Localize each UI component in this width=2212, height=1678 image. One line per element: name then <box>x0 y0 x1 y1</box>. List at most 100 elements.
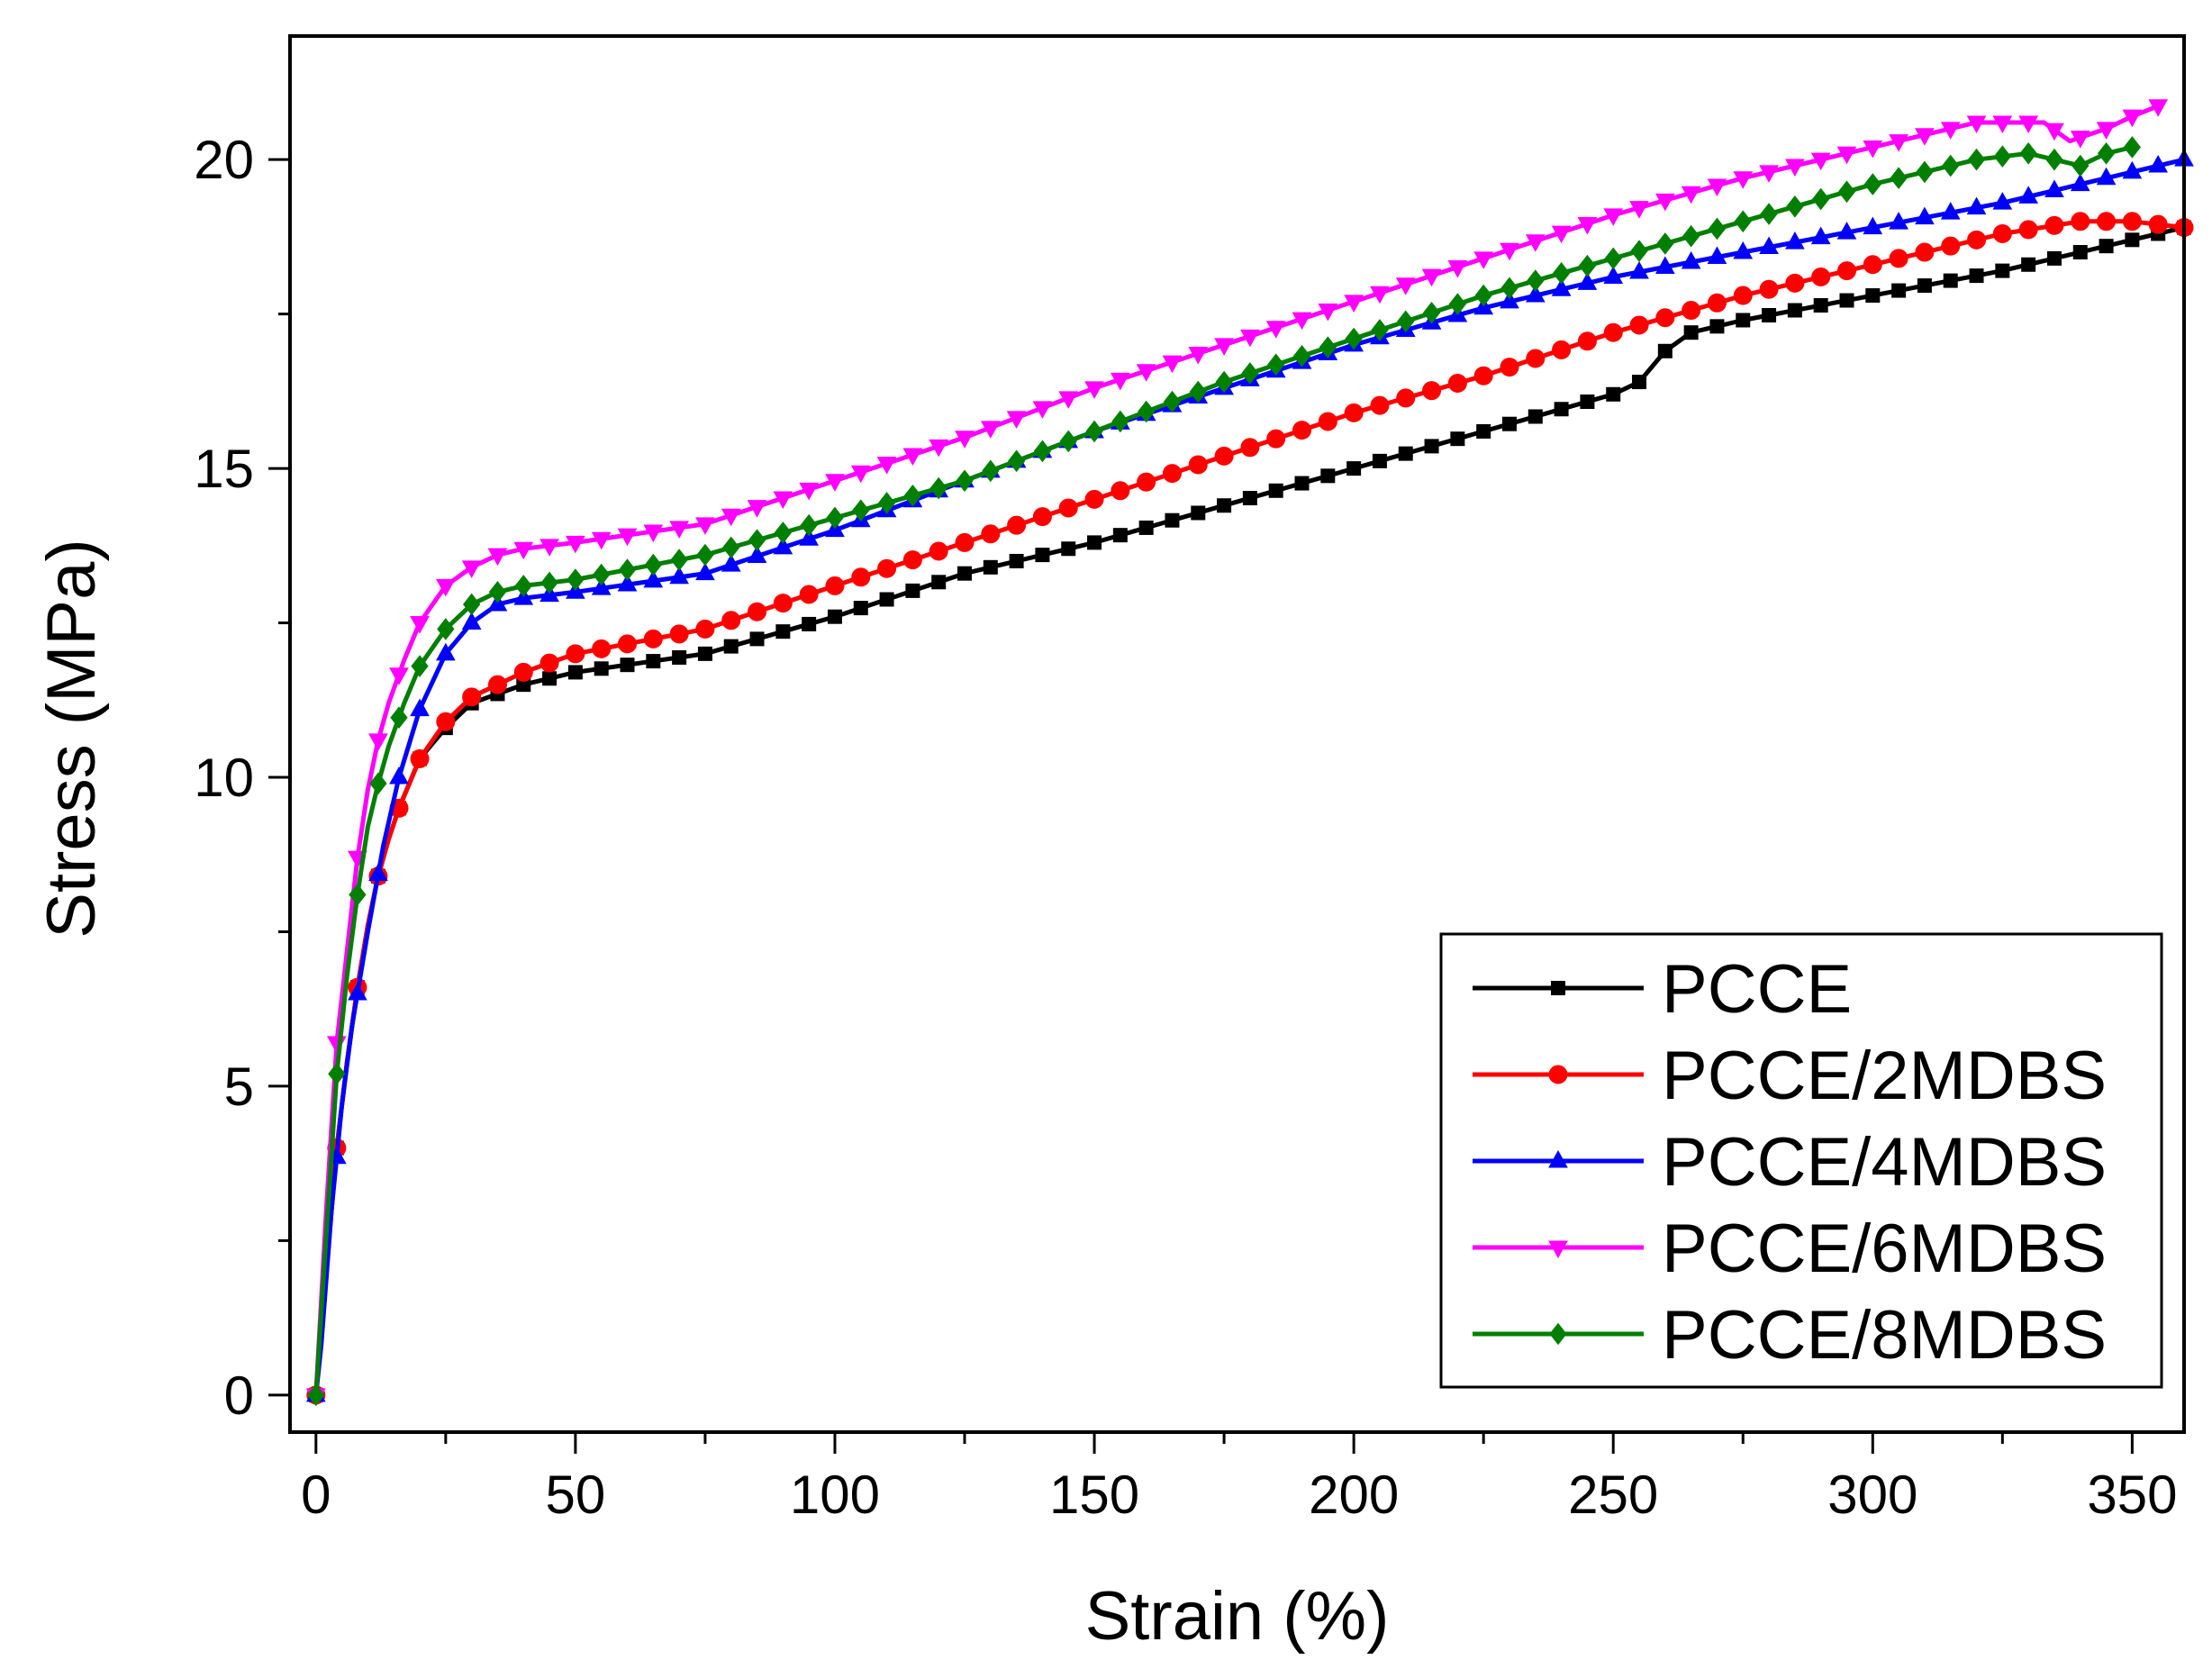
data-point <box>1421 268 1442 287</box>
data-point <box>643 524 664 543</box>
y-axis: 0 5 10 15 20 <box>194 130 290 1426</box>
data-point <box>2044 179 2064 197</box>
data-point <box>1397 310 1415 333</box>
data-point <box>1318 412 1337 431</box>
data-point <box>2122 212 2142 231</box>
data-point <box>748 529 766 551</box>
data-point <box>721 554 741 572</box>
data-point <box>980 421 1001 439</box>
data-point <box>877 492 896 514</box>
x-tick-label: 300 <box>1827 1465 1917 1525</box>
data-point <box>1525 285 1546 303</box>
data-point <box>368 733 388 751</box>
data-point <box>389 766 409 785</box>
data-point <box>1733 241 1754 259</box>
data-point <box>2045 148 2063 171</box>
data-point <box>929 476 947 500</box>
data-point <box>1242 491 1257 506</box>
data-point <box>1087 535 1102 550</box>
data-point <box>2018 186 2039 204</box>
data-point <box>1162 464 1182 484</box>
data-point <box>2070 173 2090 192</box>
data-point <box>1112 528 1128 543</box>
data-point <box>1603 208 1624 226</box>
data-point <box>1655 308 1675 328</box>
data-point <box>1551 225 1572 244</box>
data-point <box>2044 215 2064 235</box>
data-point <box>1992 223 2012 243</box>
data-point <box>2096 167 2117 186</box>
data-point <box>1447 373 1467 393</box>
x-axis-title: Strain (%) <box>1085 1578 1390 1655</box>
data-point <box>721 611 741 630</box>
data-point <box>957 566 973 581</box>
data-point <box>1265 321 1286 339</box>
data-point <box>1500 290 1519 309</box>
data-point <box>1733 171 1754 189</box>
data-point <box>1111 481 1130 501</box>
data-point <box>1629 260 1649 279</box>
data-point <box>850 465 871 484</box>
data-point <box>1836 146 1857 165</box>
data-point <box>1915 242 1935 262</box>
data-point <box>1606 386 1621 402</box>
data-point <box>368 863 388 881</box>
data-point <box>1191 505 1206 521</box>
data-point <box>1240 438 1260 458</box>
data-point <box>695 619 715 639</box>
data-point <box>1810 152 1831 171</box>
data-point <box>1009 553 1024 568</box>
data-point <box>981 524 1001 544</box>
data-point <box>1813 298 1828 313</box>
data-point <box>1370 395 1390 415</box>
data-point <box>956 469 974 493</box>
x-tick-label: 150 <box>1049 1465 1139 1525</box>
data-point <box>1163 390 1182 413</box>
data-point <box>722 536 740 559</box>
data-point <box>802 616 817 631</box>
data-point <box>1241 362 1259 385</box>
data-point <box>1837 180 1856 204</box>
data-point <box>2125 232 2140 248</box>
data-point <box>1292 421 1312 440</box>
data-point <box>1917 278 1932 294</box>
data-point <box>1785 273 1805 293</box>
data-point <box>1736 313 1751 328</box>
data-point <box>1552 262 1571 285</box>
data-point <box>1084 381 1104 399</box>
data-point <box>1993 145 2011 168</box>
data-point <box>955 431 975 449</box>
data-point <box>1006 411 1027 429</box>
data-point <box>1839 293 1854 308</box>
data-point <box>669 624 689 644</box>
data-point <box>1448 293 1467 315</box>
legend-item: PCCE/4MDBS <box>1473 1124 2107 1201</box>
data-point <box>1058 391 1079 409</box>
data-point <box>1889 134 1908 152</box>
data-point <box>591 531 612 550</box>
data-point <box>1733 286 1753 305</box>
data-point <box>487 548 508 567</box>
data-point <box>1396 388 1416 408</box>
x-tick-label: 0 <box>301 1465 331 1525</box>
data-point <box>669 566 689 585</box>
data-point <box>1447 260 1468 278</box>
data-point <box>826 506 844 530</box>
data-point <box>1061 541 1076 557</box>
data-point <box>1294 476 1310 491</box>
data-point <box>852 499 870 522</box>
data-point <box>1656 232 1674 255</box>
data-point <box>2122 109 2143 128</box>
data-point <box>1992 115 2013 134</box>
data-point <box>539 539 559 557</box>
data-point <box>1785 159 1805 177</box>
data-point <box>1812 187 1830 211</box>
data-point <box>617 528 638 547</box>
data-point <box>2123 136 2142 159</box>
data-point <box>594 661 609 676</box>
data-point <box>540 571 558 594</box>
data-point <box>1629 201 1649 219</box>
data-point <box>1995 263 2010 278</box>
data-point <box>1371 319 1389 341</box>
data-point <box>2018 115 2039 134</box>
